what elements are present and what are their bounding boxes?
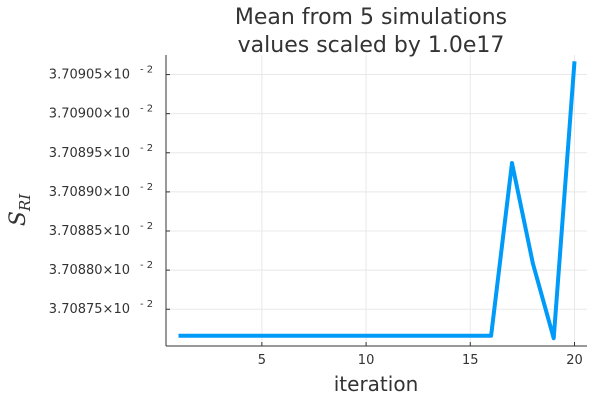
y-tick-exponent: - 2 xyxy=(140,221,153,232)
x-tick-label: 5 xyxy=(258,353,266,368)
y-axis-label-subscript: RI xyxy=(16,193,34,212)
y-tick-exponent: - 2 xyxy=(140,104,153,115)
chart-title-line2: values scaled by 1.0e17 xyxy=(238,33,505,58)
x-tick-label: 10 xyxy=(358,353,375,368)
y-tick-label: 3.70905×10 xyxy=(49,68,130,83)
y-axis-label: SRI xyxy=(6,193,34,226)
y-tick-label: 3.70880×10 xyxy=(49,263,130,278)
y-tick-exponent: - 2 xyxy=(140,260,153,271)
chart-title-line1: Mean from 5 simulations xyxy=(235,5,507,30)
y-tick-label: 3.70875×10 xyxy=(49,302,130,317)
y-tick-label: 3.70895×10 xyxy=(49,146,130,161)
x-tick-labels: 5 10 15 20 xyxy=(258,353,583,368)
x-tick-label: 20 xyxy=(566,353,583,368)
x-tick-label: 15 xyxy=(462,353,479,368)
y-tick-label: 3.70900×10 xyxy=(49,107,130,122)
svg-text:SRI: SRI xyxy=(6,193,34,226)
y-tick-labels: 3.70875×10 - 2 3.70880×10 - 2 3.70885×10 - 2 3… xyxy=(49,65,153,318)
y-tick-exponent: - 2 xyxy=(140,143,153,154)
y-tick-label: 3.70890×10 xyxy=(49,185,130,200)
x-axis-label: iteration xyxy=(334,372,419,396)
y-axis-label-main: S xyxy=(6,211,31,226)
y-tick-exponent: - 2 xyxy=(140,182,153,193)
series-line xyxy=(178,61,577,341)
y-tick-exponent: - 2 xyxy=(140,299,153,310)
y-tick-exponent: - 2 xyxy=(140,65,153,76)
series-lines xyxy=(178,61,577,341)
grid-lines xyxy=(166,55,587,346)
y-tick-label: 3.70885×10 xyxy=(49,224,130,239)
axes xyxy=(165,55,587,347)
